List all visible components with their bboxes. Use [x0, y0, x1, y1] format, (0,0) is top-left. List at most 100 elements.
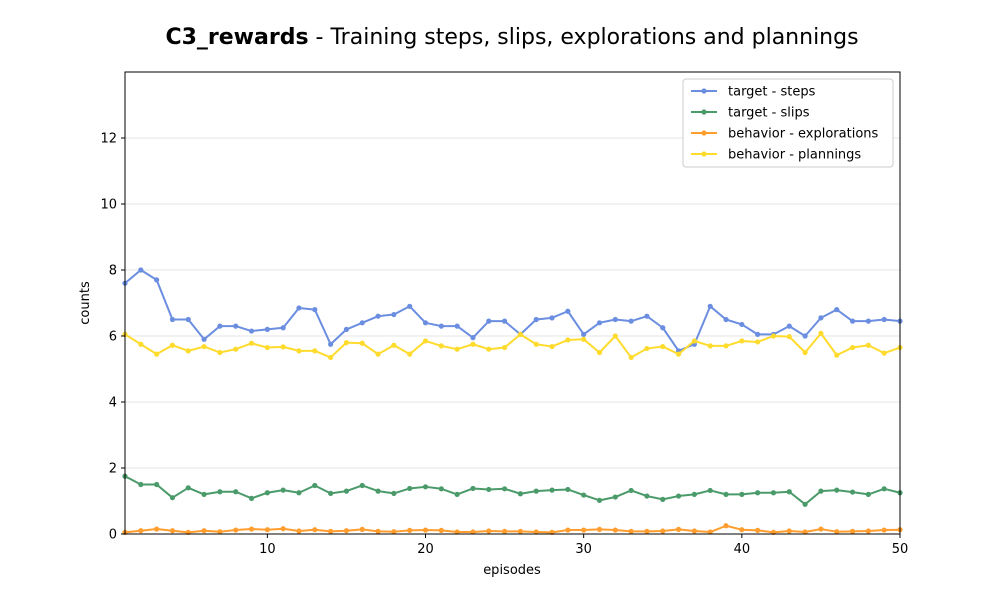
- data-point-target-slips: [438, 486, 444, 492]
- data-point-target-slips: [501, 486, 508, 492]
- data-point-target-slips: [612, 494, 618, 500]
- data-point-target-steps: [755, 331, 761, 337]
- data-point-behavior-plannings: [154, 351, 160, 357]
- plot-frame: [124, 71, 901, 535]
- data-point-target-steps: [470, 335, 476, 341]
- data-point-target-slips: [549, 487, 555, 493]
- data-point-behavior-plannings: [328, 354, 334, 361]
- data-point-target-slips: [248, 495, 255, 501]
- data-point-target-steps: [391, 311, 397, 318]
- data-point-target-slips: [533, 488, 539, 494]
- data-point-behavior-explorations: [169, 528, 176, 534]
- data-point-behavior-explorations: [375, 528, 381, 534]
- data-point-behavior-explorations: [217, 529, 223, 535]
- data-point-behavior-explorations: [660, 528, 666, 534]
- data-point-behavior-plannings: [834, 352, 840, 358]
- data-point-target-steps: [169, 316, 176, 323]
- data-point-behavior-plannings: [802, 349, 808, 356]
- data-point-behavior-explorations: [391, 529, 397, 535]
- data-point-behavior-plannings: [707, 343, 713, 349]
- data-point-target-steps: [660, 325, 666, 331]
- data-point-target-steps: [486, 318, 492, 324]
- data-point-behavior-plannings: [849, 344, 856, 351]
- y-tick-label: 6: [109, 330, 117, 345]
- data-point-behavior-explorations: [802, 529, 808, 535]
- data-point-target-steps: [154, 277, 160, 283]
- series-line-target-slips: [124, 475, 901, 506]
- data-point-target-slips: [881, 486, 887, 492]
- legend-marker: [701, 88, 707, 94]
- data-point-behavior-plannings: [359, 340, 365, 346]
- data-point-behavior-explorations: [470, 529, 476, 535]
- data-point-behavior-explorations: [739, 527, 745, 533]
- data-point-behavior-plannings: [185, 348, 191, 354]
- data-point-behavior-plannings: [533, 341, 539, 347]
- data-point-behavior-plannings: [691, 338, 697, 344]
- legend-label: behavior - explorations: [728, 127, 879, 142]
- data-point-target-slips: [739, 491, 745, 497]
- data-point-behavior-explorations: [359, 526, 365, 532]
- data-point-target-slips: [517, 491, 524, 497]
- data-point-behavior-plannings: [739, 338, 745, 344]
- y-tick-label: 2: [109, 462, 117, 477]
- data-point-behavior-explorations: [707, 529, 713, 535]
- legend-marker: [701, 109, 707, 115]
- series-behavior-explorations: [122, 523, 903, 535]
- data-point-behavior-plannings: [786, 334, 792, 340]
- data-point-behavior-plannings: [422, 338, 429, 344]
- data-point-target-slips: [328, 490, 334, 497]
- data-point-target-slips: [296, 490, 302, 496]
- data-point-target-steps: [739, 321, 745, 328]
- data-point-behavior-explorations: [881, 527, 887, 533]
- data-point-target-steps: [217, 323, 223, 329]
- series-target-steps: [122, 267, 903, 354]
- data-point-target-steps: [565, 308, 571, 314]
- series-layer: [122, 267, 903, 535]
- data-point-target-steps: [359, 320, 365, 326]
- legend-item-behavior-explorations: behavior - explorations: [691, 127, 879, 142]
- data-point-target-slips: [565, 486, 571, 493]
- data-point-target-slips: [359, 482, 365, 489]
- data-point-target-slips: [312, 482, 318, 489]
- data-point-behavior-explorations: [454, 529, 460, 535]
- data-point-behavior-plannings: [612, 333, 618, 339]
- data-point-behavior-plannings: [169, 342, 176, 348]
- data-point-target-slips: [280, 487, 286, 493]
- data-point-behavior-plannings: [628, 354, 634, 361]
- data-point-behavior-plannings: [755, 339, 761, 345]
- data-point-behavior-explorations: [865, 528, 871, 534]
- data-point-target-steps: [612, 316, 618, 323]
- chart-title-rest: - Training steps, slips, explorations an…: [309, 25, 859, 50]
- data-point-target-slips: [849, 489, 856, 495]
- data-point-target-steps: [138, 267, 144, 273]
- data-point-behavior-explorations: [834, 529, 840, 535]
- series-behavior-plannings: [122, 330, 903, 361]
- data-point-target-slips: [865, 491, 871, 497]
- data-point-target-steps: [644, 313, 650, 319]
- data-point-behavior-explorations: [818, 526, 824, 532]
- data-point-behavior-explorations: [343, 528, 350, 534]
- data-point-target-steps: [533, 316, 539, 323]
- data-point-behavior-explorations: [565, 527, 571, 533]
- data-point-target-slips: [581, 492, 587, 498]
- data-point-target-slips: [660, 496, 666, 502]
- data-point-target-slips: [138, 481, 144, 488]
- data-point-behavior-explorations: [264, 527, 270, 533]
- data-point-target-slips: [818, 488, 824, 494]
- data-point-behavior-explorations: [849, 528, 856, 534]
- series-line-behavior-plannings: [124, 332, 901, 359]
- data-point-target-steps: [312, 307, 318, 313]
- legend-marker: [701, 151, 707, 157]
- data-point-behavior-plannings: [818, 330, 824, 336]
- data-point-target-steps: [849, 318, 856, 324]
- data-point-target-steps: [707, 303, 713, 309]
- x-tick-label: 10: [259, 542, 276, 557]
- data-point-behavior-plannings: [517, 331, 524, 337]
- data-point-target-slips: [723, 491, 729, 497]
- data-point-behavior-explorations: [154, 526, 160, 532]
- data-point-target-steps: [549, 315, 555, 321]
- legend-label: target - slips: [728, 106, 810, 121]
- data-point-behavior-plannings: [296, 348, 302, 354]
- data-point-target-slips: [628, 487, 634, 494]
